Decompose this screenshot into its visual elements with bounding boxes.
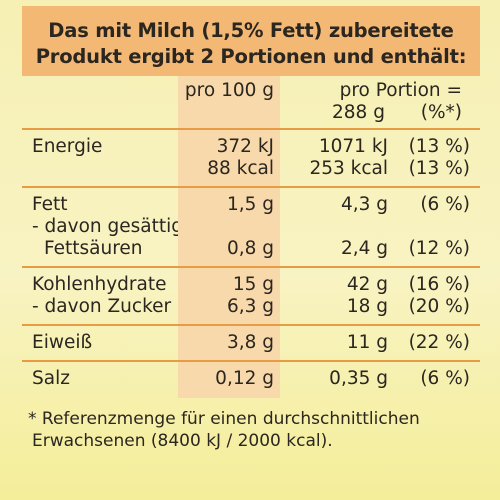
- protein-portion-value: 11 g: [346, 332, 388, 353]
- carb-portion-cell: 42 g (16 %) 18 g (20 %): [280, 268, 476, 324]
- energy-portion-kj-value: 1071 kJ: [318, 136, 388, 157]
- salt-portion-pct: (6 %): [420, 368, 470, 389]
- fat-sat-portion: 2,4 g (12 %): [288, 238, 470, 260]
- table-row-fat: Fett - davon gesättigte Fettsäuren 1,5 g…: [22, 188, 480, 268]
- nutrition-label: Das mit Milch (1,5% Fett) zubereitete Pr…: [22, 6, 480, 452]
- footnote-line-2: Erwachsenen (8400 kJ / 2000 kcal).: [32, 431, 333, 451]
- table-row-salt: Salz 0,12 g 0,35 g (6 %): [22, 362, 480, 398]
- header-line-2: Produkt ergibt 2 Portionen und enthält:: [35, 45, 467, 68]
- energy-portion-cell: 1071 kJ (13 %) 253 kcal (13 %): [280, 130, 476, 186]
- salt-portion: 0,35 g (6 %): [288, 368, 470, 390]
- fat-sub-label-1: - davon gesättigte: [32, 216, 202, 237]
- salt-per100: 0,12 g: [215, 368, 274, 389]
- fat-per100: 1,5 g: [226, 194, 274, 215]
- carb-portion-value: 42 g: [346, 274, 388, 295]
- protein-portion: 11 g (22 %): [288, 332, 470, 354]
- carb-portion: 42 g (16 %): [288, 274, 470, 296]
- salt-per100-cell: 0,12 g: [178, 362, 280, 398]
- footnote: * Referenzmenge für einen durchschnittli…: [22, 398, 480, 452]
- sugar-portion-pct: (20 %): [408, 296, 470, 317]
- energy-portion-kj-pct: (13 %): [408, 136, 470, 157]
- energy-portion-kcal-value: 253 kcal: [309, 158, 388, 179]
- fat-label: Fett: [32, 194, 68, 215]
- fat-sat-portion-pct: (12 %): [408, 238, 470, 259]
- fat-portion: 4,3 g (6 %): [288, 194, 470, 216]
- energy-per100-kcal: 88 kcal: [207, 158, 274, 179]
- sugar-per100: 6,3 g: [226, 296, 274, 317]
- fat-portion-cell: 4,3 g (6 %) 2,4 g (12 %): [280, 188, 476, 266]
- protein-portion-pct: (22 %): [408, 332, 470, 353]
- table-row-energy: Energie 372 kJ 88 kcal 1071 kJ (13 %) 25…: [22, 130, 480, 188]
- energy-label: Energie: [32, 136, 103, 157]
- sugar-portion-value: 18 g: [346, 296, 388, 317]
- column-header-per-portion: pro Portion = 288 g (%*): [280, 76, 476, 128]
- column-header-per100: pro 100 g: [178, 76, 280, 128]
- header-line-1: Das mit Milch (1,5% Fett) zubereitete: [48, 19, 454, 42]
- carb-label: Kohlenhydrate: [32, 274, 167, 295]
- energy-portion-kj: 1071 kJ (13 %): [288, 136, 470, 158]
- nutrition-table: pro 100 g pro Portion = 288 g (%*) Energ…: [22, 76, 480, 398]
- sugar-label: - davon Zucker: [32, 296, 172, 317]
- salt-portion-cell: 0,35 g (6 %): [280, 362, 476, 398]
- protein-per100-cell: 3,8 g: [178, 326, 280, 360]
- salt-label: Salz: [32, 368, 70, 389]
- protein-portion-cell: 11 g (22 %): [280, 326, 476, 360]
- salt-portion-value: 0,35 g: [329, 368, 388, 389]
- fat-portion-value: 4,3 g: [340, 194, 388, 215]
- energy-portion-kcal-pct: (13 %): [408, 158, 470, 179]
- column-header-empty: [22, 76, 178, 128]
- energy-label-cell: Energie: [22, 130, 178, 186]
- fat-label-cell: Fett - davon gesättigte Fettsäuren: [22, 188, 202, 266]
- table-row-protein: Eiweiß 3,8 g 11 g (22 %): [22, 326, 480, 362]
- nutrition-header: Das mit Milch (1,5% Fett) zubereitete Pr…: [22, 6, 480, 76]
- portion-size: 288 g: [332, 102, 385, 123]
- fat-sat-portion-value: 2,4 g: [340, 238, 388, 259]
- fat-portion-pct: (6 %): [420, 194, 470, 215]
- fat-sat-per100: 0,8 g: [226, 238, 274, 259]
- fat-per100-cell: 1,5 g 0,8 g: [178, 188, 280, 266]
- energy-per100-cell: 372 kJ 88 kcal: [178, 130, 280, 186]
- per100-header-label: pro 100 g: [184, 80, 274, 101]
- footnote-line-1: * Referenzmenge für einen durchschnittli…: [28, 409, 420, 429]
- salt-label-cell: Salz: [22, 362, 178, 398]
- carb-portion-pct: (16 %): [408, 274, 470, 295]
- protein-per100: 3,8 g: [226, 332, 274, 353]
- percent-header: (%*): [420, 102, 462, 123]
- fat-sub-label-2: Fettsäuren: [44, 238, 143, 259]
- carb-per100-cell: 15 g 6,3 g: [178, 268, 280, 324]
- carb-per100: 15 g: [232, 274, 274, 295]
- energy-per100-kj: 372 kJ: [216, 136, 274, 157]
- protein-label: Eiweiß: [32, 332, 93, 353]
- energy-portion-kcal: 253 kcal (13 %): [288, 158, 470, 180]
- carb-label-cell: Kohlenhydrate - davon Zucker: [22, 268, 178, 324]
- table-row-carbohydrates: Kohlenhydrate - davon Zucker 15 g 6,3 g …: [22, 268, 480, 326]
- column-header-row: pro 100 g pro Portion = 288 g (%*): [22, 76, 480, 130]
- sugar-portion: 18 g (20 %): [288, 296, 470, 318]
- portion-size-row: 288 g (%*): [288, 102, 470, 124]
- protein-label-cell: Eiweiß: [22, 326, 178, 360]
- per-portion-header-label: pro Portion =: [339, 80, 462, 101]
